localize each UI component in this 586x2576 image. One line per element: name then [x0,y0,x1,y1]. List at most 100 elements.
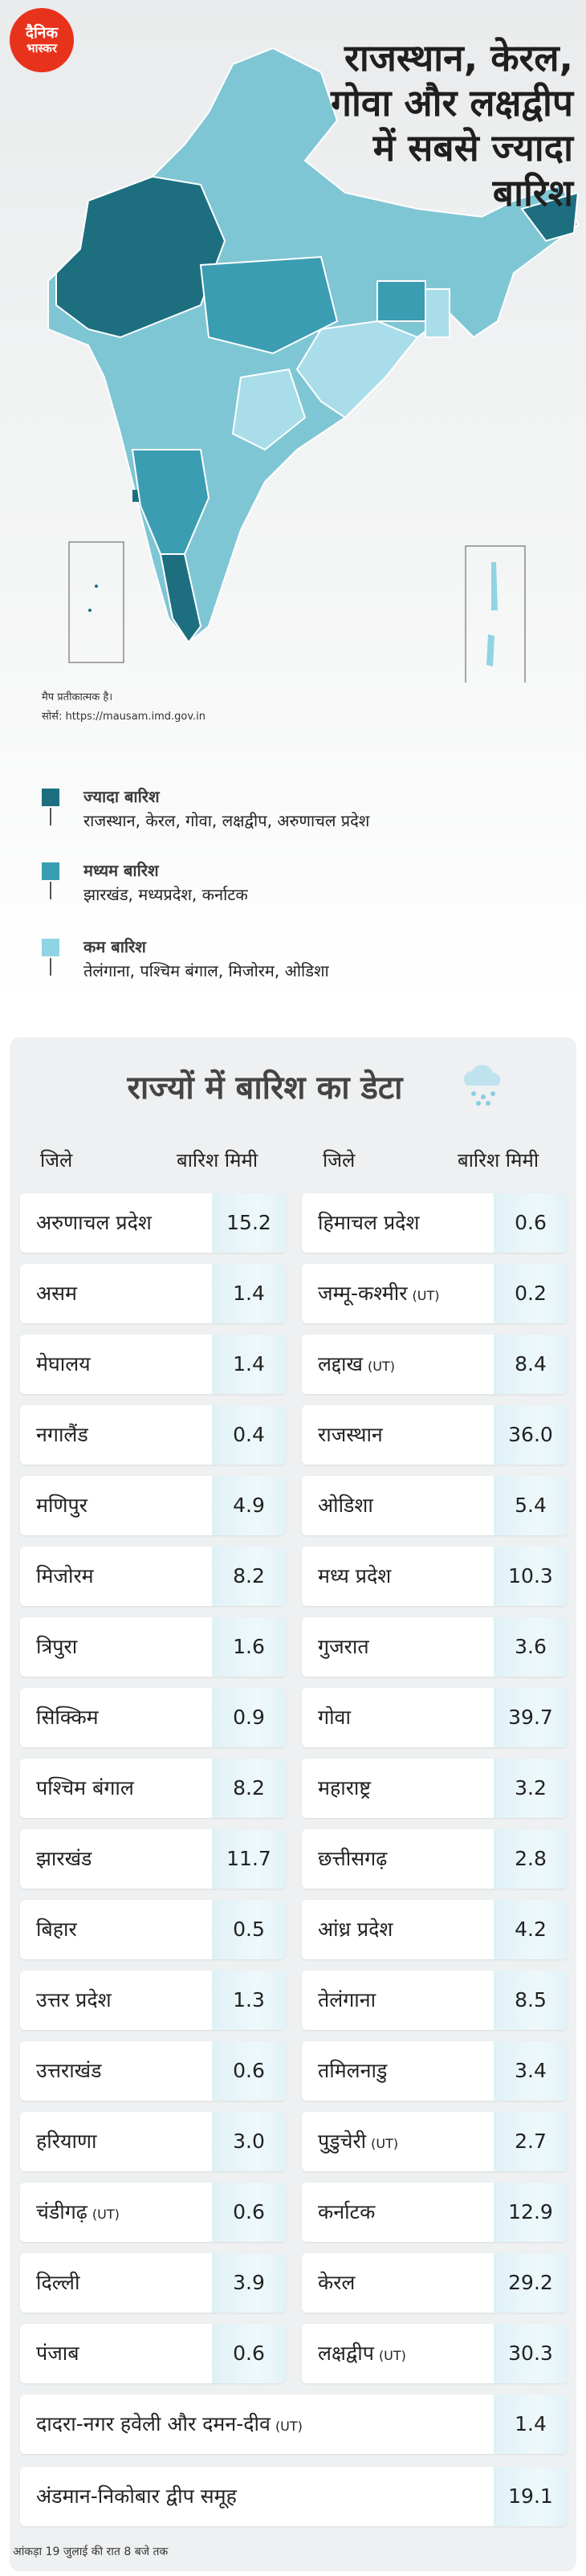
state-name: असम [36,1264,77,1323]
rain-value: 3.4 [494,2041,568,2101]
state-name: बिहार [36,1900,77,1959]
rain-value: 0.6 [212,2183,286,2242]
state-name: दिल्ली [36,2253,79,2313]
state-name-text: महाराष्ट्र [318,1776,372,1800]
map-section: दैनिक भास्कर राजस्थान, केरल, गोवा और लक्षद… [0,0,586,1004]
rain-value: 39.7 [494,1688,568,1747]
state-name-text: अरुणाचल प्रदेश [36,1211,152,1234]
state-name-text: गोवा [318,1706,351,1729]
state-name-text: मणिपुर [36,1494,87,1517]
table-row: दिल्ली 3.9 [20,2253,286,2313]
state-name: गोवा [318,1688,351,1747]
legend-title: ज्यादा बारिश [83,787,160,806]
headline-line: बारिश [492,171,573,214]
rain-value: 0.6 [494,1193,568,1253]
state-name-text: पंजाब [36,2342,79,2365]
drop [481,1094,486,1099]
table-row: केरल 29.2 [302,2253,568,2313]
state-name: केरल [318,2253,355,2313]
map-region-light [425,288,450,338]
ut-tag: (UT) [371,2136,399,2151]
rain-value: 1.3 [212,1971,286,2030]
map-region-light [231,368,307,451]
table-row: पुडुचेरी (UT) 2.7 [302,2112,568,2171]
island [88,609,92,612]
logo-text: दैनिक [25,24,59,43]
state-name: गुजरात [318,1617,369,1677]
logo: दैनिक भास्कर [10,8,74,72]
state-name-text: अंडमान-निकोबार द्वीप समूह [36,2484,237,2508]
rain-value: 10.3 [494,1547,568,1606]
headline-line: में सबसे ज्यादा [372,126,573,169]
state-name-text: नगालैंड [36,1423,88,1446]
rain-value: 1.4 [212,1335,286,1394]
legend-states: तेलंगाना, पश्चिम बंगाल, मिजोरम, ओडिशा [83,961,329,980]
table-row: सिक्किम 0.9 [20,1688,286,1747]
state-name-text: पुडुचेरी [318,2130,367,2153]
legend-marker [42,939,59,976]
state-name-text: केरल [318,2271,356,2294]
table-row: ओडिशा 5.4 [302,1476,568,1535]
state-name: कर्नाटक [318,2183,375,2242]
rain-value: 0.9 [212,1688,286,1747]
state-name: उत्तराखंड [36,2041,102,2101]
legend-marker [42,789,59,825]
rain-value: 3.6 [494,1617,568,1677]
map-region-light [295,320,419,419]
rain-value: 3.2 [494,1759,568,1818]
state-name-text: त्रिपुरा [36,1635,78,1658]
table-row: आंध्र प्रदेश 4.2 [302,1900,568,1959]
rain-value: 30.3 [494,2324,568,2383]
table-row: राजस्थान 36.0 [302,1405,568,1465]
state-name: अंडमान-निकोबार द्वीप समूह [36,2467,237,2526]
state-name: तेलंगाना [318,1971,376,2030]
rain-value: 36.0 [494,1405,568,1465]
state-name: हिमाचल प्रदेश [318,1193,419,1253]
state-name: आंध्र प्रदेश [318,1900,393,1959]
state-name-text: उत्तर प्रदेश [36,1988,112,2011]
state-name: लक्षद्वीप (UT) [318,2324,406,2386]
state-name-text: सिक्किम [36,1706,99,1729]
column-header: जिले [40,1149,73,1172]
rain-value: 0.6 [212,2324,286,2383]
table-row: मिजोरम 8.2 [20,1547,286,1606]
rain-value: 4.9 [212,1476,286,1535]
rain-value: 1.6 [212,1617,286,1677]
state-name: सिक्किम [36,1688,99,1747]
state-name: लद्दाख (UT) [318,1335,395,1396]
column-header: जिले [323,1149,356,1172]
state-name: मिजोरम [36,1547,94,1606]
rain-value: 3.9 [212,2253,286,2313]
state-name-text: झारखंड [36,1847,92,1870]
rain-value: 0.2 [494,1264,568,1323]
state-name-text: ओडिशा [318,1494,373,1517]
table-row: लक्षद्वीप (UT) 30.3 [302,2324,568,2383]
state-name: उत्तर प्रदेश [36,1971,112,2030]
ut-tag: (UT) [367,1359,395,1374]
state-name: पश्चिम बंगाल [36,1759,134,1818]
table-row: छत्तीसगढ़ 2.8 [302,1829,568,1889]
state-name-text: पश्चिम बंगाल [36,1776,134,1800]
rain-value: 11.7 [212,1829,286,1889]
ut-tag: (UT) [412,1288,440,1303]
table-row: मेघालय 1.4 [20,1335,286,1394]
rain-value: 0.5 [212,1900,286,1959]
drop [486,1101,490,1106]
island [486,562,498,666]
rain-value: 1.4 [494,2395,568,2454]
island [95,585,98,588]
rain-value: 0.4 [212,1405,286,1465]
table-row: दादरा-नगर हवेली और दमन-दीव (UT) 1.4 [20,2395,568,2454]
ut-tag: (UT) [378,2348,406,2363]
table-row: हिमाचल प्रदेश 0.6 [302,1193,568,1253]
rain-value: 15.2 [212,1193,286,1253]
table-row: उत्तर प्रदेश 1.3 [20,1971,286,2030]
state-name-text: लक्षद्वीप [318,2342,374,2365]
column-header: बारिश मिमी [177,1149,258,1172]
rain-value: 5.4 [494,1476,568,1535]
map-region-mid [376,280,426,322]
table-row: अरुणाचल प्रदेश 15.2 [20,1193,286,1253]
rain-icon [464,1065,501,1106]
state-name-text: हरियाणा [36,2130,97,2153]
state-name-text: जम्मू-कश्मीर [318,1282,408,1305]
